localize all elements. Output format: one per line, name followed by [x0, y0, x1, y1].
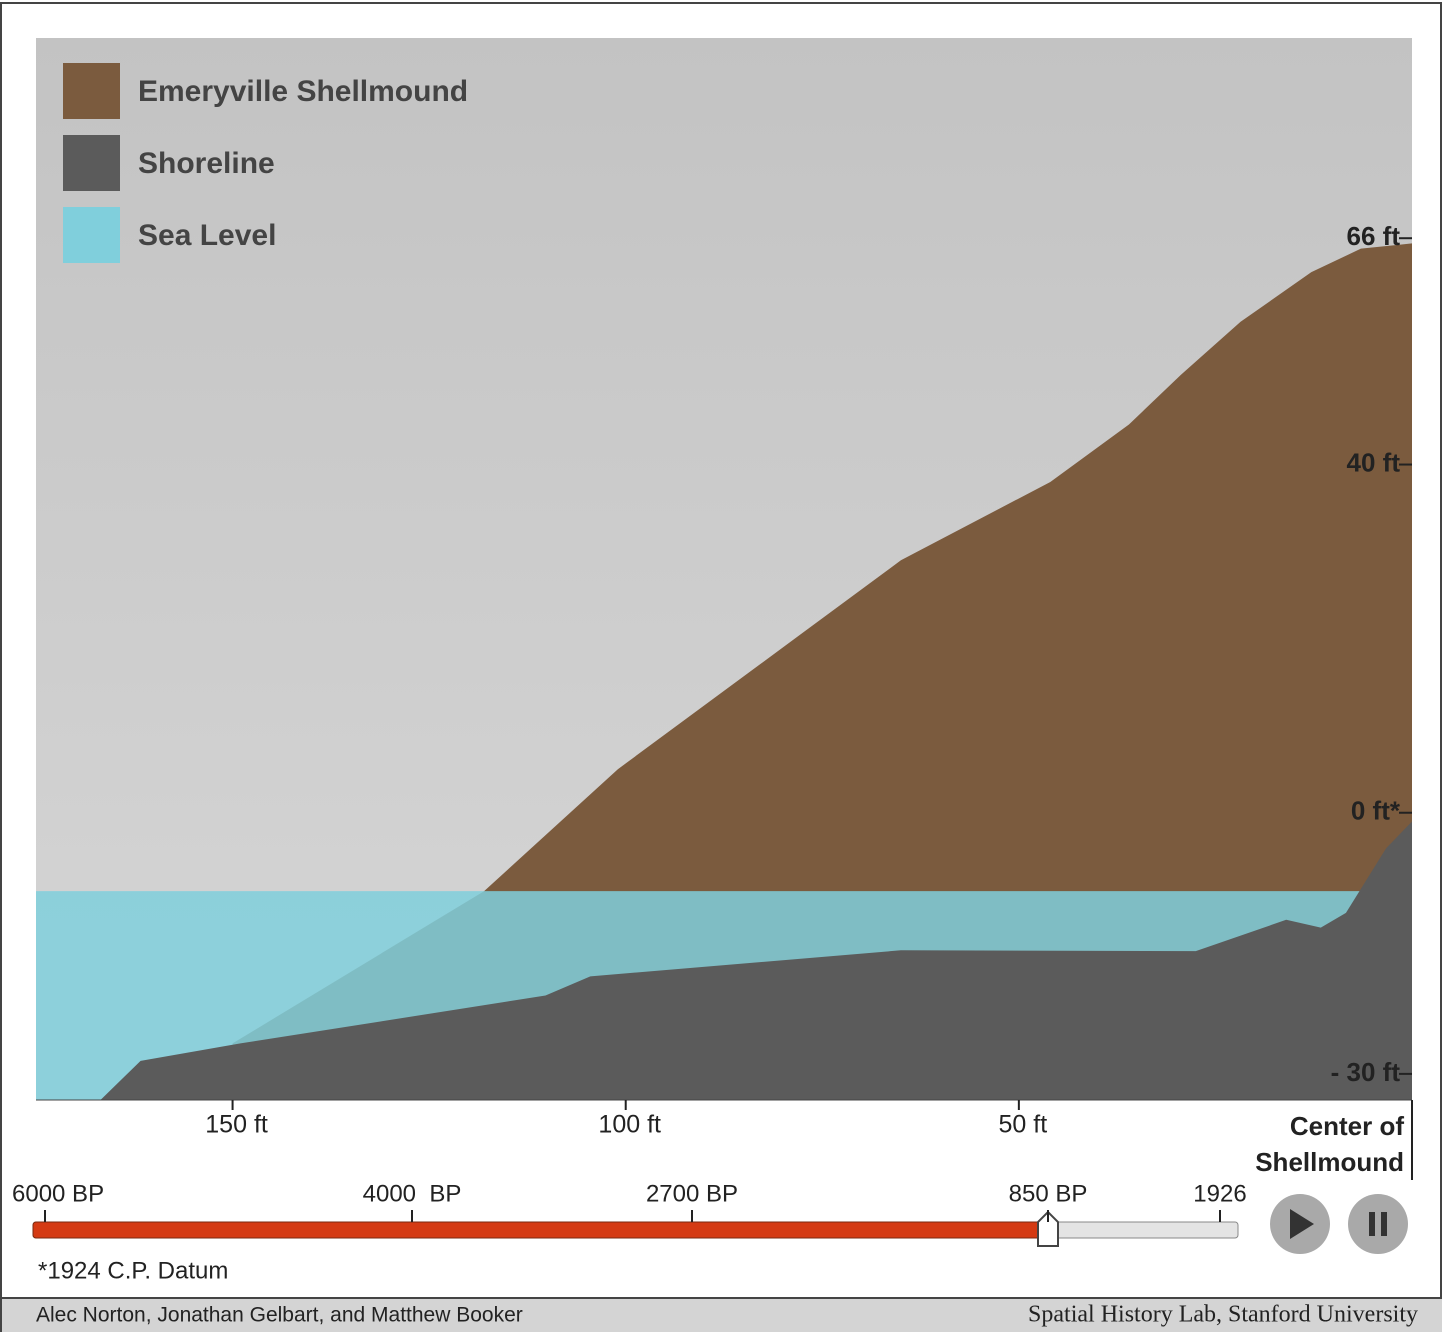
- timeline-thumb[interactable]: [1037, 1210, 1059, 1247]
- y-tick-label: 0 ft*: [1351, 796, 1401, 826]
- x-tick-label: 150 ft: [205, 1111, 268, 1139]
- y-tick-label: 40 ft: [1347, 447, 1401, 477]
- timeline-label: 6000 BP: [12, 1180, 104, 1207]
- x-tick-label: Center of Shellmound: [1255, 1111, 1404, 1177]
- timeline-label: 2700 BP: [646, 1180, 738, 1207]
- area: [232, 243, 1413, 1101]
- footer-credits: Alec Norton, Jonathan Gelbart, and Matth…: [36, 1304, 523, 1327]
- y-tick-label: - 30 ft: [1331, 1057, 1401, 1087]
- timeline-label: 4000 BP: [363, 1180, 462, 1207]
- x-tick-label: 100 ft: [598, 1111, 661, 1139]
- legend-swatch: [63, 207, 120, 263]
- legend-swatch: [63, 63, 120, 119]
- footer-lab: Spatial History Lab, Stanford University: [1028, 1302, 1418, 1328]
- legend-label: Shoreline: [138, 147, 275, 180]
- legend-label: Emeryville Shellmound: [138, 75, 468, 108]
- timeline-label: 850 BP: [1009, 1180, 1088, 1207]
- timeline-progress: [32, 1221, 1049, 1239]
- pause-icon: [1369, 1212, 1375, 1236]
- pause-button[interactable]: [1348, 1194, 1408, 1254]
- y-tick-label: 66 ft: [1347, 221, 1401, 251]
- x-tick-label: 50 ft: [999, 1111, 1048, 1139]
- legend-label: Sea Level: [138, 219, 276, 252]
- play-icon: [1290, 1209, 1314, 1239]
- pause-icon: [1381, 1212, 1387, 1236]
- area: [100, 821, 1412, 1100]
- datum-note: *1924 C.P. Datum: [38, 1257, 228, 1284]
- timeline-label: 1926: [1193, 1180, 1246, 1207]
- legend-swatch: [63, 135, 120, 191]
- footer: [2, 1298, 1442, 1332]
